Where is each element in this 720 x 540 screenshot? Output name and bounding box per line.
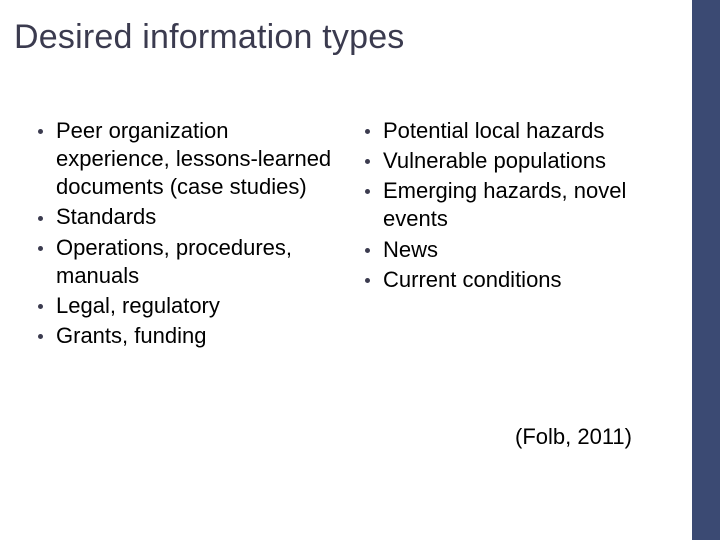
bullet-text: Vulnerable populations: [383, 148, 606, 173]
accent-bar: [692, 0, 720, 540]
left-column: Peer organization experience, lessons-le…: [38, 117, 341, 352]
bullet-item: Vulnerable populations: [365, 147, 668, 175]
bullet-item: Current conditions: [365, 266, 668, 294]
bullet-item: Potential local hazards: [365, 117, 668, 145]
bullet-text: Emerging hazards, novel events: [383, 178, 626, 231]
bullet-item: Emerging hazards, novel events: [365, 177, 668, 233]
bullet-text: Operations, procedures, manuals: [56, 235, 292, 288]
bullet-dot-icon: [365, 189, 370, 194]
slide: Desired information types Peer organizat…: [0, 0, 692, 540]
bullet-item: Peer organization experience, lessons-le…: [38, 117, 341, 201]
bullet-text: News: [383, 237, 438, 262]
bullet-dot-icon: [38, 246, 43, 251]
citation-text: (Folb, 2011): [515, 424, 632, 450]
bullet-dot-icon: [365, 159, 370, 164]
bullet-dot-icon: [38, 129, 43, 134]
bullet-text: Grants, funding: [56, 323, 206, 348]
bullet-text: Legal, regulatory: [56, 293, 220, 318]
bullet-text: Standards: [56, 204, 156, 229]
bullet-text: Current conditions: [383, 267, 562, 292]
bullet-dot-icon: [38, 334, 43, 339]
columns-container: Peer organization experience, lessons-le…: [14, 117, 668, 352]
bullet-item: News: [365, 236, 668, 264]
bullet-item: Grants, funding: [38, 322, 341, 350]
bullet-dot-icon: [365, 278, 370, 283]
bullet-text: Peer organization experience, lessons-le…: [56, 118, 331, 199]
bullet-dot-icon: [365, 129, 370, 134]
bullet-item: Standards: [38, 203, 341, 231]
right-bullet-list: Potential local hazards Vulnerable popula…: [365, 117, 668, 294]
bullet-item: Operations, procedures, manuals: [38, 234, 341, 290]
left-bullet-list: Peer organization experience, lessons-le…: [38, 117, 341, 350]
slide-title: Desired information types: [14, 18, 668, 57]
bullet-item: Legal, regulatory: [38, 292, 341, 320]
right-column: Potential local hazards Vulnerable popula…: [365, 117, 668, 352]
bullet-dot-icon: [38, 304, 43, 309]
bullet-dot-icon: [38, 216, 43, 221]
bullet-dot-icon: [365, 248, 370, 253]
bullet-text: Potential local hazards: [383, 118, 604, 143]
